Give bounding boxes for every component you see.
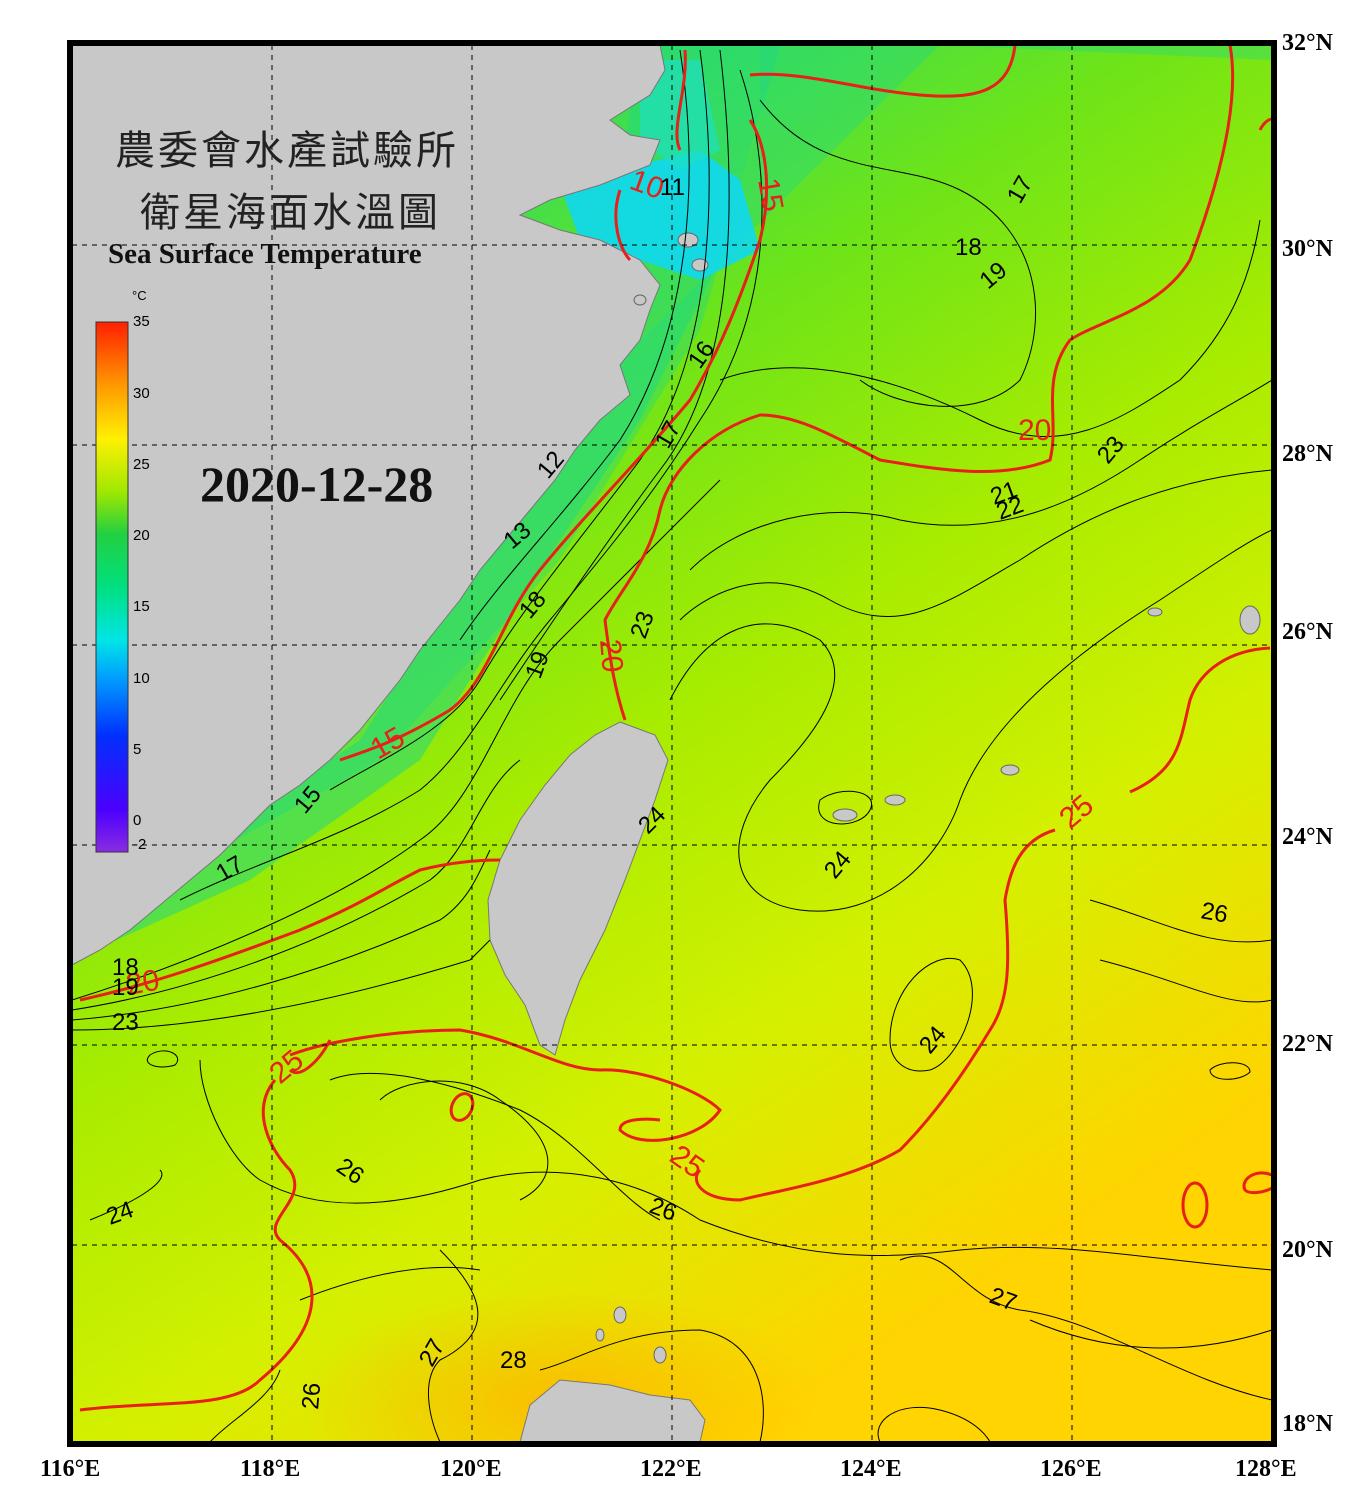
lat-label-18n: 18°N bbox=[1282, 1411, 1333, 1437]
lon-label-124e: 124°E bbox=[840, 1456, 902, 1482]
contour-label: 20 bbox=[593, 638, 629, 674]
colorbar-tick: 15 bbox=[133, 598, 150, 615]
title-line-1: 農委會水產試驗所 bbox=[115, 128, 459, 174]
colorbar-tick: 35 bbox=[133, 313, 150, 330]
mainland-china-land bbox=[72, 45, 666, 966]
lat-label-26n: 26°N bbox=[1282, 619, 1333, 645]
luzon-land bbox=[519, 1379, 706, 1442]
map-frame bbox=[67, 40, 1277, 1447]
small-islands bbox=[595, 232, 1261, 1364]
lon-label-128e: 128°E bbox=[1235, 1456, 1297, 1482]
contour-label: 19 bbox=[112, 974, 139, 1001]
graticule bbox=[72, 45, 1272, 1442]
lon-label-126e: 126°E bbox=[1040, 1456, 1102, 1482]
title-english: Sea Surface Temperature bbox=[108, 238, 422, 270]
lat-label-24n: 24°N bbox=[1282, 824, 1333, 850]
colorbar-tick: 5 bbox=[133, 741, 142, 758]
lon-label-122e: 122°E bbox=[640, 1456, 702, 1482]
colorbar-unit: °C bbox=[132, 288, 147, 303]
map-date: 2020-12-28 bbox=[200, 456, 434, 512]
lon-label-116e: 116°E bbox=[40, 1456, 101, 1482]
contour-label: 26 bbox=[297, 1382, 326, 1411]
contour-label: 15 bbox=[751, 175, 789, 214]
contour-label: 23 bbox=[112, 1009, 139, 1036]
taiwan-island bbox=[487, 721, 669, 1056]
colorbar bbox=[95, 321, 129, 853]
lon-label-120e: 120°E bbox=[440, 1456, 502, 1482]
major-isotherms bbox=[79, 45, 1272, 1412]
contour-label: 11 bbox=[660, 174, 685, 201]
lat-label-30n: 30°N bbox=[1282, 236, 1333, 262]
colorbar-tick: 0 bbox=[133, 812, 142, 829]
minor-isotherms bbox=[72, 49, 1272, 1442]
contour-label: 18 bbox=[112, 954, 139, 981]
lon-label-118e: 118°E bbox=[240, 1456, 301, 1482]
lat-label-22n: 22°N bbox=[1282, 1031, 1333, 1057]
map-body: 10 15 15 20 20 20 25 25 25 11 12 13 17 1… bbox=[72, 45, 1272, 1442]
contour-label: 20 bbox=[1018, 414, 1051, 447]
colorbar-tick: 20 bbox=[133, 527, 150, 544]
contour-label: 28 bbox=[500, 1347, 527, 1374]
contour-label: 26 bbox=[1199, 897, 1230, 928]
title-line-2: 衛星海面水溫圖 bbox=[140, 190, 441, 236]
colorbar-tick: 10 bbox=[133, 670, 150, 687]
colorbar-tick: 25 bbox=[133, 456, 150, 473]
colorbar-tick: 30 bbox=[133, 385, 150, 402]
lat-label-20n: 20°N bbox=[1282, 1237, 1333, 1263]
lat-label-32n: 32°N bbox=[1282, 30, 1333, 56]
contour-label: 18 bbox=[955, 234, 982, 261]
colorbar-tick: -2 bbox=[133, 836, 147, 853]
contour-label: 20 bbox=[123, 964, 162, 1002]
lat-label-28n: 28°N bbox=[1282, 441, 1333, 467]
